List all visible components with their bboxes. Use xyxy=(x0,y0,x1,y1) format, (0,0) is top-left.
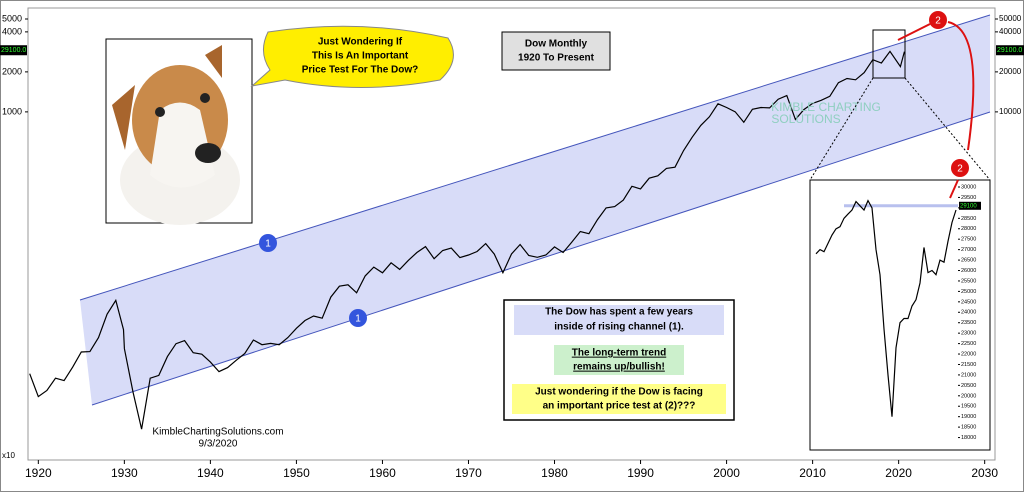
inset-last-price-box xyxy=(959,201,981,210)
x-tick-label: 2010 xyxy=(799,466,826,480)
inset-y-tick-label: 26000 xyxy=(961,268,976,274)
last-price-box xyxy=(0,45,27,56)
inset-y-tick-label: 29500 xyxy=(961,195,976,201)
x-tick-label: 2030 xyxy=(971,466,998,480)
inset-line xyxy=(815,199,957,417)
dog-photo xyxy=(105,38,253,225)
inset-y-tick-label: 30000 xyxy=(961,184,976,190)
inset-y-tick-label: 22500 xyxy=(961,341,976,347)
x-tick-label: 1930 xyxy=(111,466,138,480)
inset-y-tick-label: 24500 xyxy=(961,299,976,305)
channel-upper xyxy=(79,14,991,301)
x-tick-label: 1950 xyxy=(283,466,310,480)
date: 9/3/2020 xyxy=(199,439,238,450)
note-line: The long-term trend xyxy=(572,348,666,359)
speech-line: Just Wondering If xyxy=(318,37,403,48)
inset-y-tick-label: 20500 xyxy=(961,383,976,389)
inset-y-tick-label: 21000 xyxy=(961,372,976,378)
inset-y-tick-label: 27000 xyxy=(961,247,976,253)
speech-line: Price Test For The Dow? xyxy=(302,65,419,76)
note-line: The Dow has spent a few years xyxy=(545,307,693,318)
inset-y-tick-label: 18000 xyxy=(961,435,976,441)
x-tick-label: 1980 xyxy=(541,466,568,480)
note-line: Just wondering if the Dow is facing xyxy=(535,387,703,398)
title-box xyxy=(501,31,611,71)
axis-multiplier: x10 xyxy=(2,451,15,460)
y-tick-label: 1000 xyxy=(2,106,22,116)
x-tick-label: 2000 xyxy=(713,466,740,480)
inset-y-tick-label: 23500 xyxy=(961,320,976,326)
x-tick-label: 1970 xyxy=(455,466,482,480)
source: KimbleChartingSolutions.com xyxy=(152,427,283,438)
y-tick-label: 40000 xyxy=(999,27,1022,36)
x-tick-label: 1960 xyxy=(369,466,396,480)
marker-label: 2 xyxy=(935,16,941,27)
y-tick-label: 2000 xyxy=(2,66,22,76)
note-line: an important price test at (2)??? xyxy=(543,401,696,412)
marker: 2 xyxy=(951,159,969,177)
inset-y-tick-label: 28000 xyxy=(961,226,976,232)
note-highlight xyxy=(514,305,724,335)
y-tick-label: 5000 xyxy=(2,13,22,23)
speech-bubble xyxy=(250,25,454,88)
inset-y-tick-label: 25000 xyxy=(961,289,976,295)
main-series xyxy=(29,50,905,430)
y-tick-label: 4000 xyxy=(2,26,22,36)
inset-y-tick-label: 21500 xyxy=(961,362,976,368)
dow-line xyxy=(29,50,905,430)
inset xyxy=(809,179,991,451)
arrow xyxy=(949,179,959,199)
plot-frame xyxy=(27,7,996,461)
inset-y-tick-label: 20000 xyxy=(961,393,976,399)
marker: 1 xyxy=(259,234,277,252)
channel xyxy=(80,15,990,405)
inset-y-tick-label: 19500 xyxy=(961,404,976,410)
zoom-box xyxy=(872,29,906,79)
marker-label: 1 xyxy=(355,314,361,325)
y-tick-label: 10000 xyxy=(999,107,1022,116)
inset-y-tick-label: 27500 xyxy=(961,237,976,243)
speech-line: This Is An Important xyxy=(312,51,409,62)
arrow xyxy=(947,21,975,151)
x-tick-label: 2020 xyxy=(885,466,912,480)
chart-subtitle: 1920 To Present xyxy=(518,53,595,64)
marker-label: 1 xyxy=(265,239,271,250)
inset-series: 3000029500290002850028000275002700026500… xyxy=(815,184,981,441)
x-tick-label: 1920 xyxy=(25,466,52,480)
inset-last-price-label: 29100 xyxy=(960,203,977,209)
note-line: remains up/bullish! xyxy=(573,362,665,373)
y-tick-label: 20000 xyxy=(999,67,1022,76)
watermark: KIMBLE CHARTING xyxy=(771,100,881,114)
inset-y-tick-label: 22000 xyxy=(961,351,976,357)
x-tick-label: 1990 xyxy=(627,466,654,480)
inset-y-tick-label: 25500 xyxy=(961,278,976,284)
chart-title: Dow Monthly xyxy=(525,39,588,50)
marker: 2 xyxy=(929,11,947,29)
watermark: SOLUTIONS xyxy=(771,112,840,126)
inset-y-tick-label: 24000 xyxy=(961,310,976,316)
inset-y-tick-label: 26500 xyxy=(961,258,976,264)
note-highlight xyxy=(554,345,684,375)
inset-y-tick-label: 19000 xyxy=(961,414,976,420)
last-price-label: 29100.0 xyxy=(1,47,26,54)
y-tick-label: 50000 xyxy=(999,14,1022,23)
inset-y-tick-label: 18500 xyxy=(961,425,976,431)
marker: 1 xyxy=(349,309,367,327)
marker-label: 2 xyxy=(957,164,963,175)
note-line: inside of rising channel (1). xyxy=(554,322,684,333)
arrow xyxy=(897,23,931,41)
inset-y-tick-label: 23000 xyxy=(961,331,976,337)
note-highlight xyxy=(512,384,726,414)
last-price-box xyxy=(996,45,1024,56)
last-price-label: 29100.0 xyxy=(997,47,1022,54)
x-tick-label: 1940 xyxy=(197,466,224,480)
inset-y-tick-label: 28500 xyxy=(961,216,976,222)
